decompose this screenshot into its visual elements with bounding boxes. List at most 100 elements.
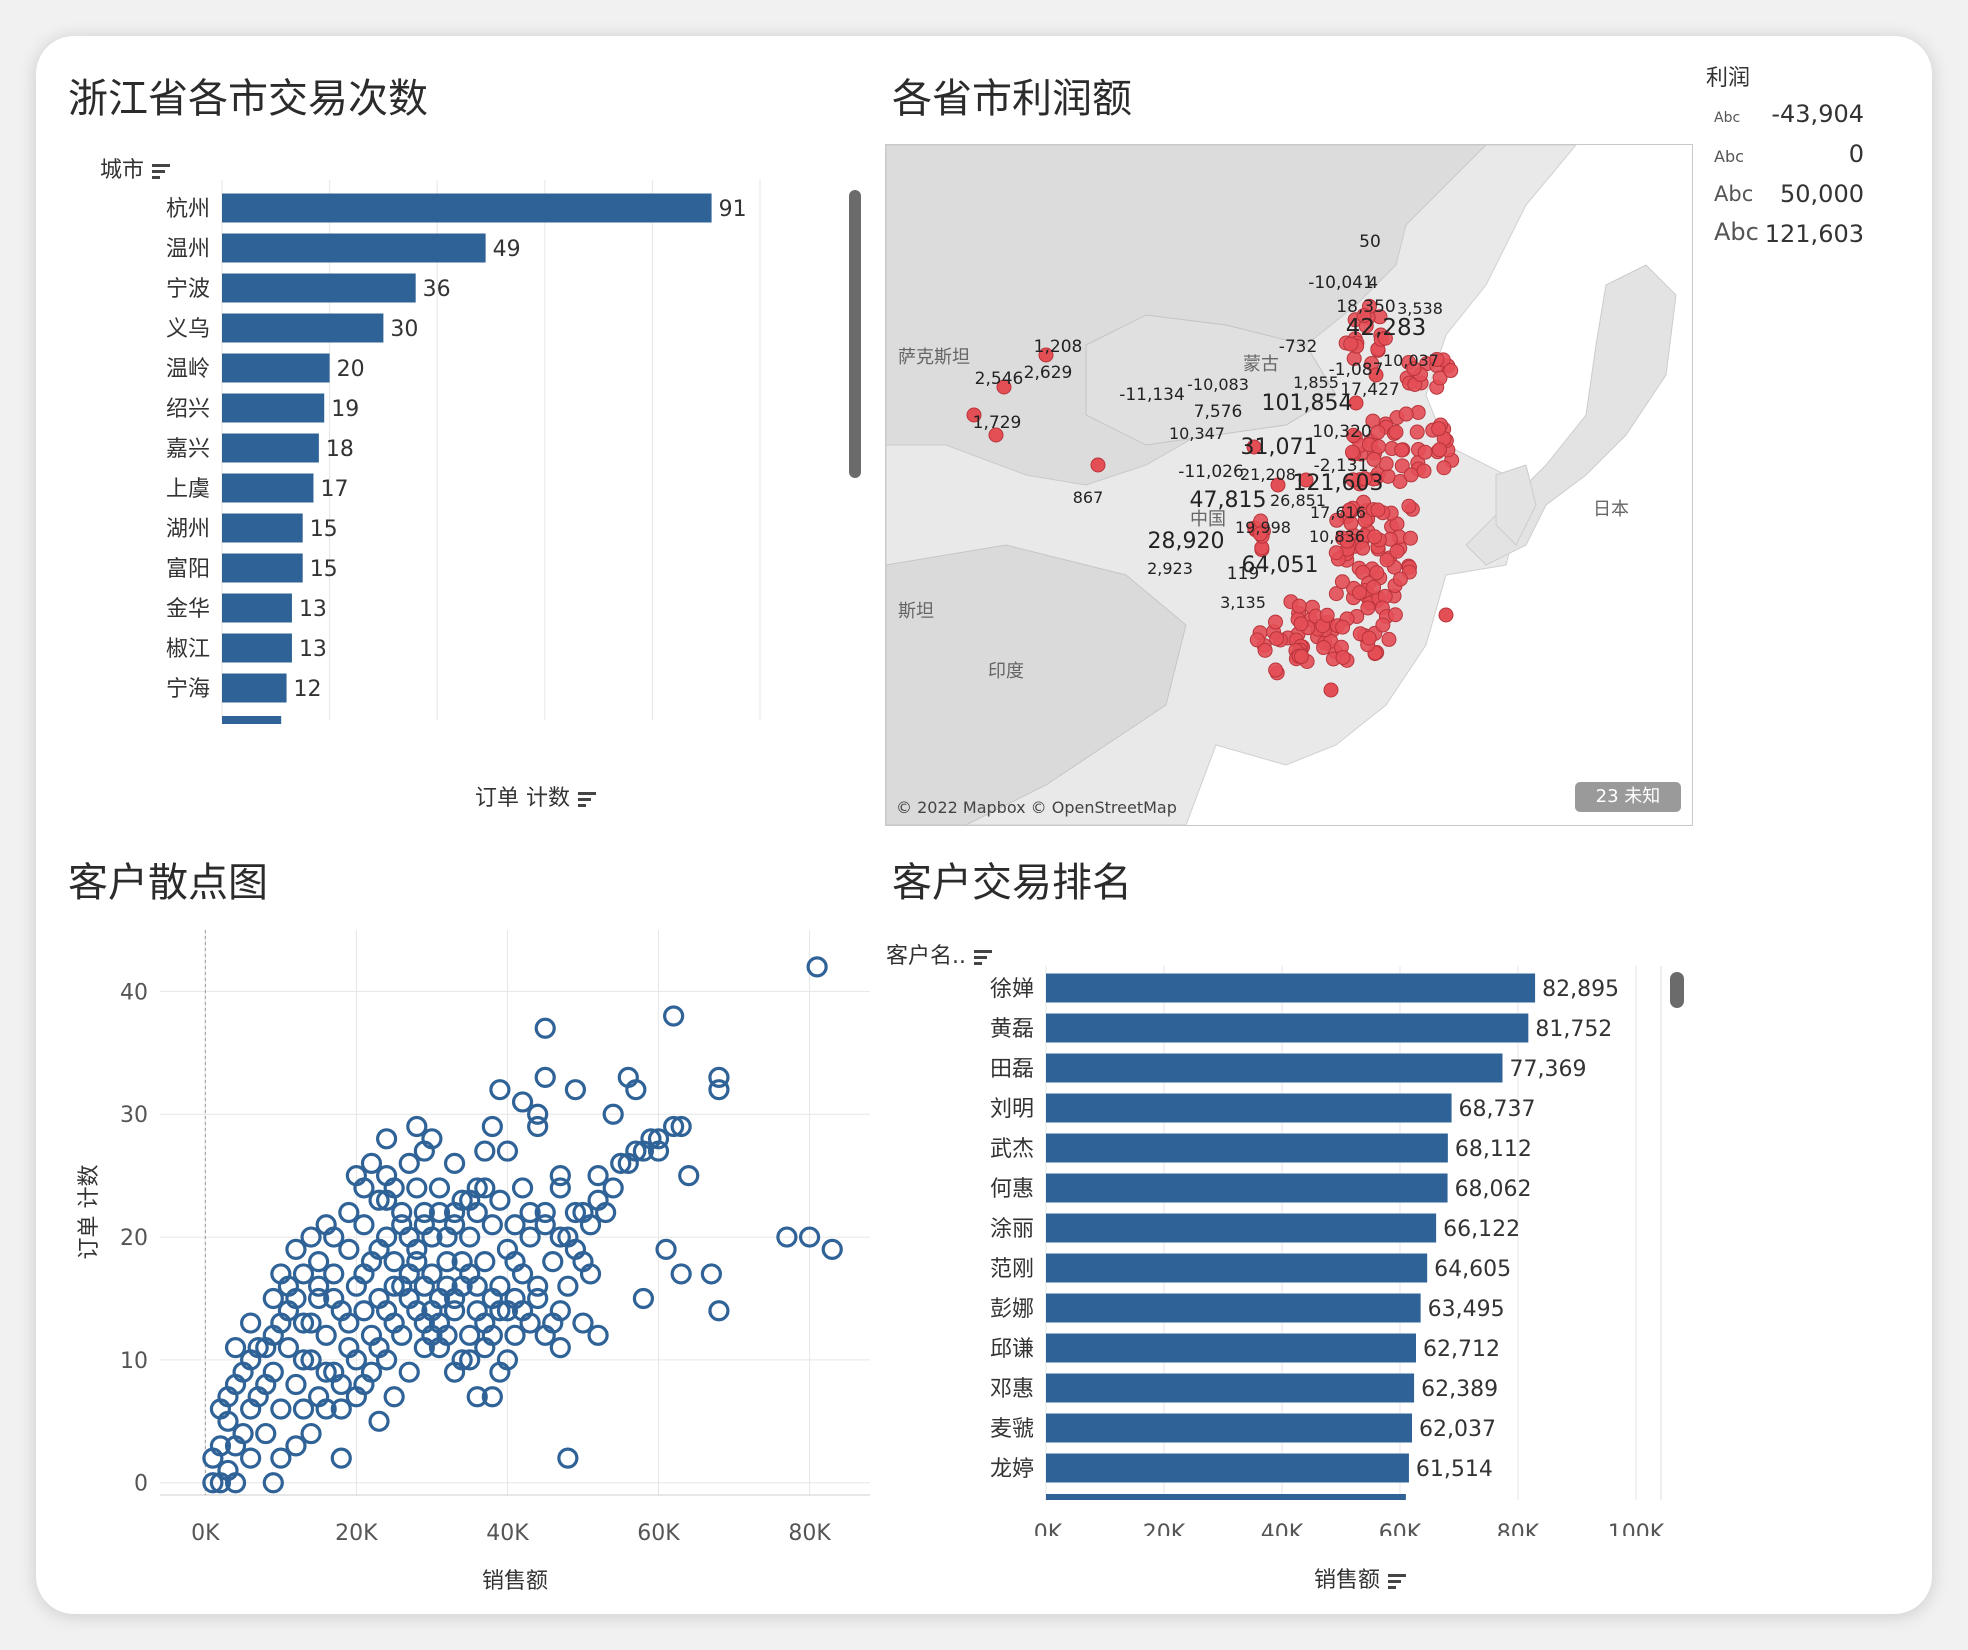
map-point (1375, 617, 1391, 633)
scatter-point (240, 1447, 262, 1469)
scatter-point (489, 1189, 511, 1211)
map-point (1328, 586, 1344, 602)
map-point (1252, 526, 1268, 542)
city-header[interactable]: 城市 (100, 152, 171, 184)
scatter-point (549, 1165, 571, 1187)
scatter-point (647, 1128, 670, 1150)
data-label: 36 (423, 277, 451, 302)
map-point (1335, 649, 1351, 665)
scatter-point (270, 1447, 292, 1469)
profit-map[interactable]: 蒙古 中国 日本 印度 萨克斯坦 斯坦 50 -10,041 4 18,350 3,538 42,28… (885, 144, 1693, 826)
legend-abc: Abc (1714, 218, 1759, 246)
map-data-label: -10,041 (1308, 273, 1374, 293)
map-data-label: 1,729 (973, 413, 1022, 433)
y-tick-label: 椒江 (166, 637, 210, 662)
map-data-label: 10,320 (1312, 422, 1371, 442)
data-label: 18 (326, 437, 354, 462)
customer-scatter-chart: 0K 20K 40K 60K 80K 0 10 20 30 40 销售额 订单 计数 (77, 930, 870, 1594)
y-tick-label: 彭娜 (990, 1297, 1034, 1322)
map-data-label: 42,283 (1346, 315, 1426, 341)
legend-item[interactable]: Abc 121,603 (1714, 216, 1864, 250)
scatter-point (806, 956, 828, 978)
scatter-point (519, 1226, 541, 1248)
scatter-point (217, 1386, 239, 1408)
map-point (1394, 442, 1410, 458)
scatter-point (413, 1140, 435, 1162)
scatter-point (534, 1214, 556, 1236)
bar (1046, 1133, 1448, 1163)
sort-icon[interactable] (973, 948, 993, 966)
map-point (1409, 424, 1425, 440)
customer-header[interactable]: 客户名.. (886, 938, 993, 970)
scatter-point (443, 1214, 466, 1236)
map-point (1398, 406, 1414, 422)
map-point (1431, 421, 1447, 437)
data-label: 68,062 (1455, 1177, 1532, 1202)
bar (1046, 1253, 1428, 1283)
legend-item[interactable]: Abc 0 (1714, 136, 1864, 170)
y-tick-label: 0 (134, 1472, 148, 1497)
bar (222, 673, 287, 703)
map-point (1323, 682, 1339, 698)
y-tick-label: 义乌 (166, 317, 210, 342)
scatter-point (383, 1275, 405, 1297)
sort-icon[interactable] (1387, 1572, 1407, 1590)
y-tick-label: 湖州 (166, 517, 210, 542)
map-point (1329, 512, 1345, 528)
legend-item[interactable]: Abc 50,000 (1714, 176, 1864, 210)
data-label: 66,122 (1443, 1217, 1520, 1242)
map-point (1268, 662, 1284, 678)
city-chart-scrollbar[interactable] (849, 190, 861, 478)
scatter-point (632, 1140, 655, 1162)
scatter-point (474, 1312, 496, 1334)
y-tick-label: 邓惠 (990, 1377, 1034, 1402)
y-tick-label: 绍兴 (166, 397, 210, 422)
map-point (1394, 458, 1410, 474)
data-label: 15 (310, 557, 338, 582)
sort-icon[interactable] (577, 790, 597, 808)
scatter-point (655, 1238, 677, 1260)
map-point (1402, 530, 1418, 546)
sort-icon[interactable] (151, 162, 171, 180)
map-point (1366, 451, 1382, 467)
bar (222, 313, 384, 343)
scatter-point (292, 1263, 315, 1285)
unknown-count-badge[interactable]: 23 未知 (1575, 782, 1681, 812)
rank-chart-scrollbar[interactable] (1670, 972, 1684, 1008)
scatter-point (368, 1337, 390, 1359)
scatter-point (821, 1238, 843, 1260)
scatter-point (564, 1201, 587, 1224)
panel-title-city-orders: 浙江省各市交易次数 (68, 76, 428, 122)
map-point (1389, 543, 1405, 559)
y-tick-label: 徐婵 (990, 977, 1034, 1002)
map-point (1316, 640, 1332, 656)
scatter-point (368, 1410, 390, 1432)
scatter-point (247, 1337, 269, 1359)
city-orders-bar-chart: 0 20 40 60 80 100 杭州 91 温州 49 宁波 36 义乌 30 温岭 20 绍兴 19 嘉兴 18… (166, 180, 781, 740)
y-tick-label: 田磊 (990, 1057, 1034, 1082)
panel-title-customer-scatter: 客户散点图 (68, 860, 268, 906)
scatter-point (527, 1115, 549, 1138)
map-data-label: 121,603 (1293, 471, 1384, 496)
rank-measure-header[interactable]: 销售额 (1314, 1562, 1407, 1594)
scatter-point (383, 1251, 405, 1273)
map-point (1432, 370, 1448, 386)
map-data-label: 26,851 (1270, 491, 1326, 510)
country-label: 斯坦 (898, 601, 934, 622)
scatter-point (557, 1275, 579, 1297)
scatter-point (647, 1140, 670, 1162)
scatter-point (262, 1472, 284, 1494)
city-measure-header[interactable]: 订单 计数 (475, 780, 597, 812)
scatter-point (459, 1226, 481, 1248)
scatter-point (527, 1275, 549, 1297)
scatter-point (504, 1287, 526, 1310)
scatter-point (474, 1140, 496, 1162)
panel-title-profit-map: 各省市利润额 (892, 76, 1132, 122)
scatter-point (247, 1386, 269, 1408)
y-tick-label: 刘明 (990, 1097, 1034, 1122)
legend-item[interactable]: Abc -43,904 (1714, 96, 1864, 130)
scatter-point (534, 1201, 556, 1224)
x-tick-label: 40K (1261, 1521, 1304, 1536)
scatter-point (474, 1337, 496, 1359)
